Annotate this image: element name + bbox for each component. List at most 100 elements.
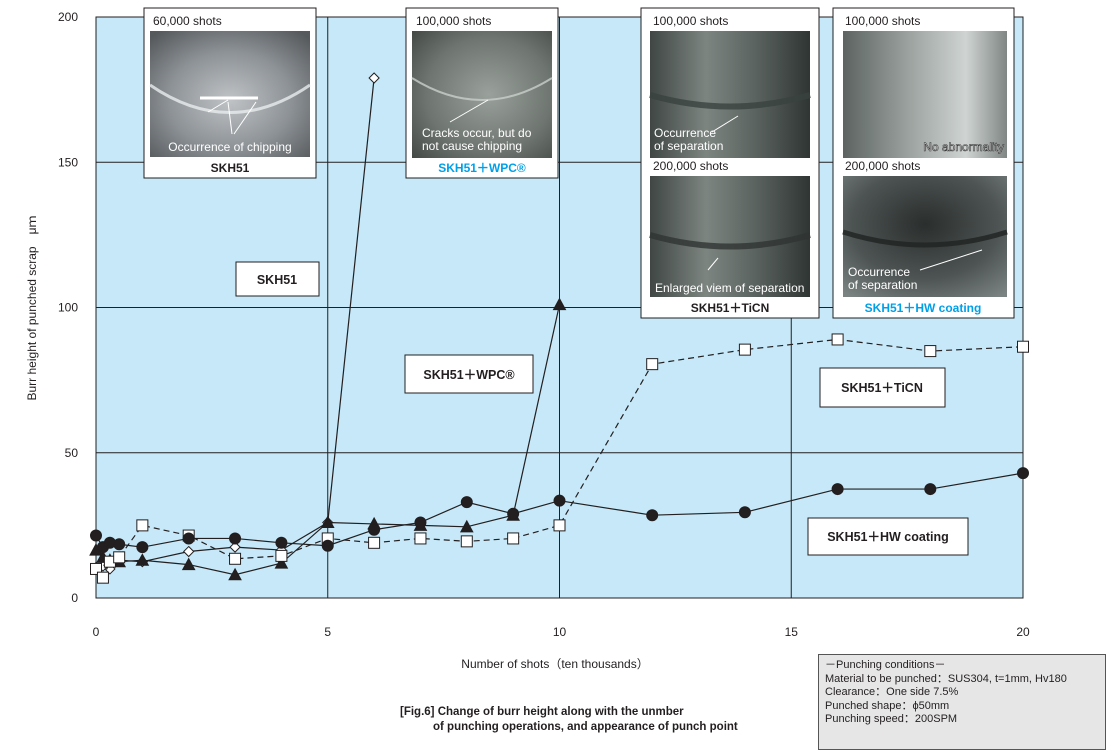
photo-note: Occurrence of separation	[848, 265, 917, 292]
data-point	[96, 571, 109, 584]
x-tick-labels: 0 5 10 15 20	[93, 625, 1030, 639]
data-point	[368, 72, 380, 84]
plot-frame	[95, 16, 1024, 599]
data-point	[275, 536, 288, 549]
photo-panel-skh51-wpc: 100,000 shots Cracks occur, but do not ca…	[405, 7, 559, 179]
figure-caption-line1: [Fig.6] Change of burr height along with…	[400, 706, 684, 718]
punch-photo	[650, 176, 810, 297]
svg-text:200,000 shots: 200,000 shots	[653, 159, 728, 173]
conditions-line: Clearance：One side 7.5%	[825, 686, 959, 699]
series-label-skh51-ticn: SKH51＋TiCN	[819, 367, 946, 408]
data-point	[552, 297, 567, 311]
x-tick-label: 10	[553, 625, 567, 639]
x-tick-label: 20	[1016, 625, 1030, 639]
data-point	[135, 553, 150, 566]
y-tick-label: 0	[71, 591, 78, 605]
data-point	[229, 541, 241, 553]
conditions-line: Material to be punched：SUS304, t=1mm, Hv…	[825, 672, 1067, 685]
x-tick-label: 15	[785, 625, 799, 639]
svg-text:100,000 shots: 100,000 shots	[653, 14, 728, 28]
y-tick-label: 50	[65, 446, 79, 460]
data-point	[321, 539, 334, 552]
data-point	[113, 538, 126, 551]
svg-text:SKH51: SKH51	[211, 161, 250, 175]
conditions-line: Punching speed：200SPM	[825, 713, 958, 726]
punch-photo	[843, 31, 1007, 158]
photo-panel-skh51-hw-coating: 100,000 shots No abnormality 200,000 sho…	[832, 7, 1015, 319]
data-point	[228, 567, 242, 581]
series-skh51-hw-coating	[90, 467, 1029, 554]
series-label-skh51-wpc: SKH51＋WPC®	[404, 354, 534, 394]
svg-text:200,000 shots: 200,000 shots	[845, 159, 920, 173]
photo-panel-skh51: 60,000 shots Occurrence of chipping SKH5…	[143, 7, 317, 179]
data-point	[229, 532, 242, 545]
x-tick-label: 0	[93, 625, 100, 639]
data-point	[368, 523, 381, 536]
data-point	[368, 536, 381, 549]
photo-note: Cracks occur, but do not cause chipping	[422, 126, 532, 153]
series-layer	[89, 72, 1029, 584]
data-point	[507, 507, 520, 520]
x-axis-label: Number of shots（ten thousands）	[461, 657, 648, 671]
data-point	[320, 515, 335, 528]
svg-text:SKH51＋HW coating: SKH51＋HW coating	[827, 530, 949, 544]
data-point	[553, 494, 566, 507]
svg-text:SKH51＋TiCN: SKH51＋TiCN	[841, 381, 923, 395]
data-point	[646, 509, 659, 522]
punch-photo	[650, 31, 810, 158]
data-point	[460, 535, 473, 548]
data-point	[182, 545, 195, 558]
series-skh51-ticn	[90, 333, 1029, 584]
punch-photo	[412, 31, 552, 158]
data-point	[460, 496, 473, 509]
data-point	[90, 529, 102, 542]
data-point	[414, 516, 427, 529]
data-point	[646, 358, 659, 371]
data-point	[1017, 467, 1029, 480]
series-label-skh51-hw-coating: SKH51＋HW coating	[807, 517, 969, 556]
svg-text:SKH51: SKH51	[257, 273, 297, 287]
conditions-title: －Punching conditions－	[825, 659, 946, 671]
data-point	[414, 532, 427, 545]
data-point	[274, 556, 289, 569]
data-point	[90, 562, 102, 575]
data-point	[507, 532, 520, 545]
x-tick-label: 5	[324, 625, 331, 639]
y-tick-labels: 0 50 100 150 200	[58, 10, 78, 605]
data-point	[229, 552, 242, 565]
data-point	[113, 551, 126, 564]
data-point	[136, 541, 149, 554]
data-point	[831, 333, 844, 346]
data-point	[182, 532, 195, 545]
svg-text:SKH51＋WPC®: SKH51＋WPC®	[423, 368, 515, 382]
svg-text:Enlarged viem of separation: Enlarged viem of separation	[655, 281, 804, 295]
series-label-skh51: SKH51	[235, 261, 320, 297]
data-point	[459, 519, 474, 533]
data-point	[553, 519, 566, 532]
photo-note: Occurrence of separation	[654, 126, 723, 153]
svg-text:100,000 shots: 100,000 shots	[845, 14, 920, 28]
data-point	[738, 506, 751, 519]
data-point	[136, 519, 149, 532]
y-tick-label: 200	[58, 10, 78, 24]
figure-caption-line2: of punching operations, and appearance o…	[433, 721, 738, 733]
data-point	[924, 345, 937, 358]
data-point	[831, 483, 844, 496]
svg-text:SKH51＋WPC®: SKH51＋WPC®	[438, 161, 526, 175]
punch-photo	[843, 176, 1007, 297]
data-point	[738, 343, 751, 356]
data-point	[924, 483, 937, 496]
y-tick-label: 150	[58, 155, 78, 169]
data-point	[275, 549, 288, 562]
svg-text:SKH51＋HW coating: SKH51＋HW coating	[865, 301, 982, 315]
svg-text:SKH51＋TiCN: SKH51＋TiCN	[691, 301, 769, 315]
svg-text:No abnormality: No abnormality	[923, 140, 1004, 154]
svg-text:100,000 shots: 100,000 shots	[416, 14, 491, 28]
data-point	[181, 557, 196, 571]
conditions-line: Punched shape：ϕ50mm	[825, 699, 950, 712]
data-point	[1017, 340, 1029, 353]
y-tick-label: 100	[58, 301, 78, 315]
photo-panel-skh51-ticn: 100,000 shots Occurrence of separation 20…	[640, 7, 820, 319]
punch-photo	[150, 31, 310, 157]
